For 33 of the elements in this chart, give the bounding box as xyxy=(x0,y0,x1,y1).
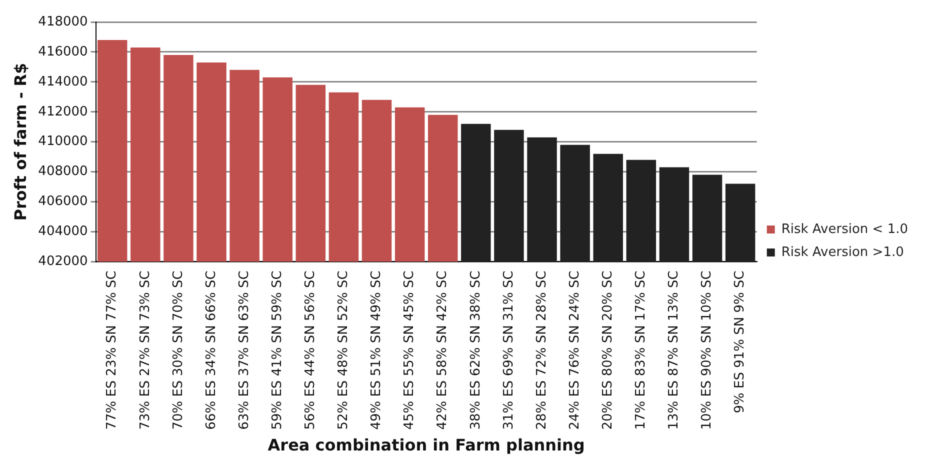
y-tick-label: 410000 xyxy=(38,134,88,150)
x-tick-label: 13% ES 87% SN 13% SC xyxy=(666,270,682,430)
x-tick-label: 20% ES 80% SN 20% SC xyxy=(600,270,616,430)
y-tick-label: 412000 xyxy=(38,104,88,120)
y-axis-title: Proft of farm - R$ xyxy=(10,62,30,221)
x-tick-label: 63% ES 37% SN 63% SC xyxy=(236,270,252,430)
x-tick-label: 10% ES 90% SN 10% SC xyxy=(700,270,715,430)
x-tick-label: 9% ES 91% SN 9% SC xyxy=(732,270,748,414)
y-tick-label: 418000 xyxy=(38,14,88,30)
y-tick-label: 408000 xyxy=(38,164,88,180)
x-tick-label: 52% ES 48% SN 52% SC xyxy=(336,270,352,430)
x-tick-label: 17% ES 83% SN 17% SC xyxy=(634,270,649,430)
x-tick-label: 38% ES 62% SN 38% SC xyxy=(468,270,484,430)
x-tick-label: 42% ES 58% SN 42% SC xyxy=(435,270,450,430)
y-tick-label: 416000 xyxy=(38,44,88,60)
x-tick-label: 24% ES 76% SN 24% SC xyxy=(567,270,582,430)
y-tick-label: 404000 xyxy=(38,224,88,240)
x-tick-label: 31% ES 69% SN 31% SC xyxy=(501,270,516,430)
x-tick-label: 66% ES 34% SN 66% SC xyxy=(204,270,219,430)
y-tick-label: 414000 xyxy=(38,74,88,90)
x-tick-label: 45% ES 55% SN 45% SC xyxy=(402,270,418,430)
x-tick-label: 59% ES 41% SN 59% SC xyxy=(270,270,285,430)
legend-label: Risk Aversion < 1.0 xyxy=(781,222,908,237)
x-tick-label: 49% ES 51% SN 49% SC xyxy=(369,270,384,430)
legend-label: Risk Aversion >1.0 xyxy=(781,244,904,260)
x-tick-label: 73% ES 27% SN 73% SC xyxy=(138,270,153,430)
x-tick-label: 56% ES 44% SN 56% SC xyxy=(303,270,318,430)
x-tick-label: 77% ES 23% SN 77% SC xyxy=(104,270,120,430)
x-axis-title: Area combination in Farm planning xyxy=(268,436,585,455)
x-tick-label: 70% ES 30% SN 70% SC xyxy=(170,270,186,430)
y-tick-label: 402000 xyxy=(38,254,88,270)
x-tick-label: 28% ES 72% SN 28% SC xyxy=(534,270,550,430)
y-tick-label: 406000 xyxy=(38,194,88,210)
